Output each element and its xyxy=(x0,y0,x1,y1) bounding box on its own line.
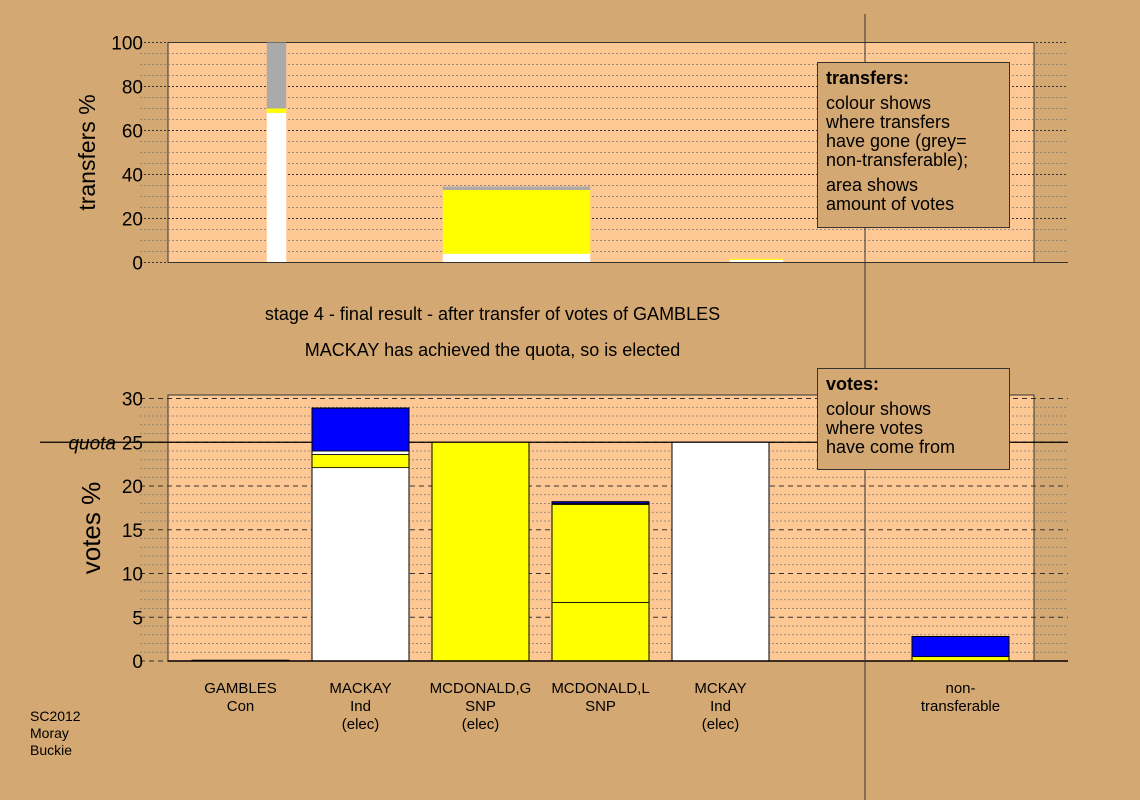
caption-line2: MACKAY has achieved the quota, so is ele… xyxy=(304,340,681,360)
legend-votes: votes: colour shows where votes have com… xyxy=(817,368,1010,470)
votes-category-label: (elec) xyxy=(462,716,500,733)
legend-transfers-text1: colour shows where transfers have gone (… xyxy=(826,93,969,170)
quota-label: quota xyxy=(68,433,116,454)
votes-bar-segment xyxy=(311,454,410,469)
legend-transfers-title: transfers: xyxy=(826,68,910,88)
votes-bar-segment xyxy=(311,467,410,662)
transfers-bar-segment xyxy=(442,253,591,263)
transfers-y-tick-label: 20 xyxy=(122,210,143,231)
votes-y-tick-label: 25 xyxy=(122,433,143,454)
votes-category-label: Con xyxy=(227,698,255,715)
transfers-y-tick-label: 60 xyxy=(122,122,143,143)
votes-y-tick-label: 5 xyxy=(132,608,143,629)
votes-category-label: GAMBLES xyxy=(204,680,277,697)
footer-line2: Moray xyxy=(30,725,69,741)
votes-category-label: Ind xyxy=(710,698,731,715)
votes-category-label: Ind xyxy=(350,698,371,715)
legend-votes-text1: colour shows where votes have come from xyxy=(826,399,956,457)
votes-category-label: transferable xyxy=(921,698,1000,715)
transfers-bar-segment xyxy=(729,258,784,260)
votes-category-label: SNP xyxy=(465,698,496,715)
transfers-y-tick-label: 40 xyxy=(122,166,143,187)
footer-text: SC2012 Moray Buckie xyxy=(30,708,81,759)
transfers-bar-segment xyxy=(266,112,287,263)
legend-transfers: transfers: colour shows where transfers … xyxy=(817,62,1010,228)
votes-y-tick-label: 30 xyxy=(122,390,143,411)
votes-y-tick-label: 15 xyxy=(122,521,143,542)
transfers-y-axis-label: transfers % xyxy=(74,94,100,210)
transfers-bar-segment xyxy=(266,42,287,109)
transfers-y-tick-label: 0 xyxy=(132,254,143,275)
votes-category-label: MCKAY xyxy=(694,680,746,697)
transfers-y-tick-label: 80 xyxy=(122,78,143,99)
votes-category-label: MCDONALD,G xyxy=(430,680,532,697)
votes-category-label: MCDONALD,L xyxy=(551,680,649,697)
votes-category-label: (elec) xyxy=(342,716,380,733)
votes-bar-segment xyxy=(671,441,770,662)
footer-line3: Buckie xyxy=(30,742,73,758)
votes-category-label: (elec) xyxy=(702,716,740,733)
votes-y-tick-label: 0 xyxy=(132,652,143,673)
footer-line1: SC2012 xyxy=(30,708,81,724)
votes-bar-segment xyxy=(551,503,650,603)
votes-bar-segment xyxy=(551,601,650,662)
votes-category-label: MACKAY xyxy=(329,680,391,697)
votes-y-axis-label: votes % xyxy=(76,482,106,575)
votes-bar-segment xyxy=(311,450,410,455)
transfers-bar-segment xyxy=(442,186,591,190)
votes-bar-segment xyxy=(431,441,530,662)
legend-transfers-text2: area shows amount of votes xyxy=(826,175,955,214)
votes-bar-segment xyxy=(311,407,410,452)
transfers-bar-segment xyxy=(442,189,591,254)
transfers-bar-segment xyxy=(266,108,287,113)
votes-category-label: SNP xyxy=(585,698,616,715)
transfers-y-tick-label: 100 xyxy=(111,34,143,55)
votes-category-label: non- xyxy=(945,680,975,697)
caption-line1: stage 4 - final result - after transfer … xyxy=(264,304,721,324)
votes-y-tick-label: 20 xyxy=(122,477,143,498)
votes-bar-segment xyxy=(911,636,1010,658)
transfers-bar-segment xyxy=(729,259,784,263)
legend-votes-title: votes: xyxy=(826,374,880,394)
votes-y-tick-label: 10 xyxy=(122,565,143,586)
